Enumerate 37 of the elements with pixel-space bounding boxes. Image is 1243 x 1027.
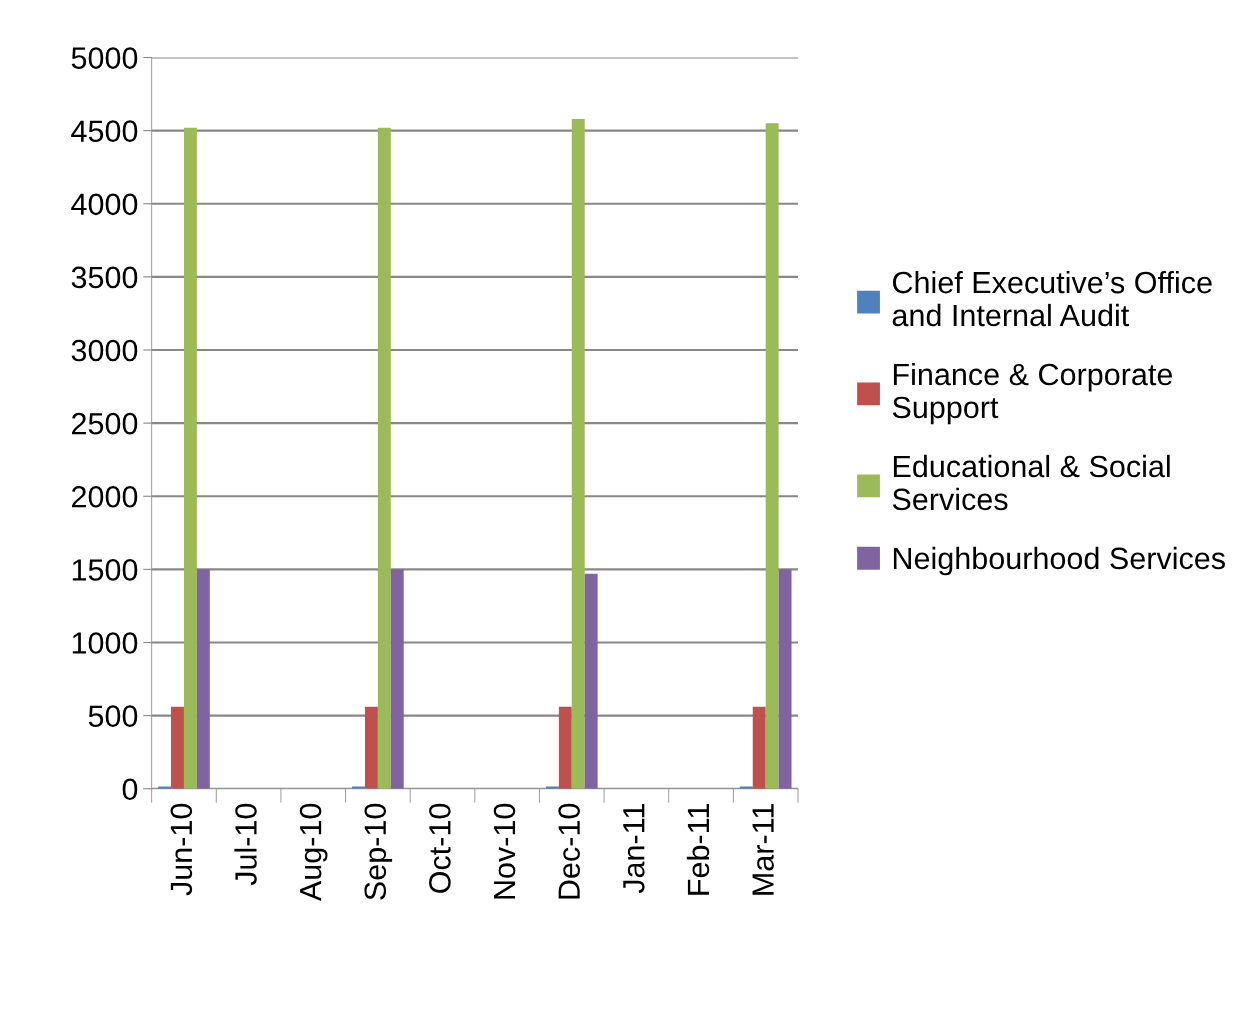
bar — [171, 706, 184, 789]
y-tick-label: 1000 — [72, 632, 138, 654]
x-tick-label: Oct-10 — [429, 803, 451, 893]
bar — [765, 123, 779, 789]
bar — [196, 569, 210, 789]
x-tick-label: Feb-11 — [686, 804, 710, 895]
legend-label: Finance & Corporate Support — [892, 362, 1173, 425]
bar — [183, 127, 197, 789]
x-tick-label: Jun-10 — [170, 803, 193, 896]
y-tick-label: 3000 — [71, 339, 138, 362]
bar — [778, 569, 792, 789]
x-tick-label: Dec-10 — [558, 803, 580, 899]
bar — [377, 127, 391, 789]
y-tick-label: 5000 — [71, 47, 138, 69]
legend-label: Chief Executive’s Office and Internal Audit — [892, 270, 1212, 327]
x-tick-label: Jan-11 — [623, 804, 645, 894]
y-tick-label: 500 — [88, 705, 138, 727]
bar — [364, 706, 378, 789]
y-tick-label: 3500 — [71, 266, 138, 289]
y-tick-label: 2000 — [72, 485, 138, 508]
legend-label: Educational & Social Services — [892, 454, 1170, 511]
y-tick-label: 2500 — [72, 412, 138, 435]
legend-label: Neighbourhood Services — [893, 546, 1225, 576]
y-tick-label: 0 — [122, 778, 138, 801]
x-tick-label: Sep-10 — [364, 803, 393, 900]
bar — [390, 569, 404, 789]
x-tick-label: Jul-10 — [234, 803, 257, 886]
x-tick-label: Mar-11 — [752, 804, 774, 895]
x-tick-label: Nov-10 — [493, 803, 516, 899]
y-tick-label: 4000 — [71, 193, 138, 216]
y-tick-label: 1500 — [72, 559, 138, 581]
bar — [752, 706, 766, 789]
y-tick-label: 4500 — [71, 120, 138, 143]
x-tick-label: Aug-10 — [299, 803, 328, 902]
bar — [571, 118, 585, 789]
bar — [558, 706, 572, 789]
bar — [584, 573, 598, 789]
